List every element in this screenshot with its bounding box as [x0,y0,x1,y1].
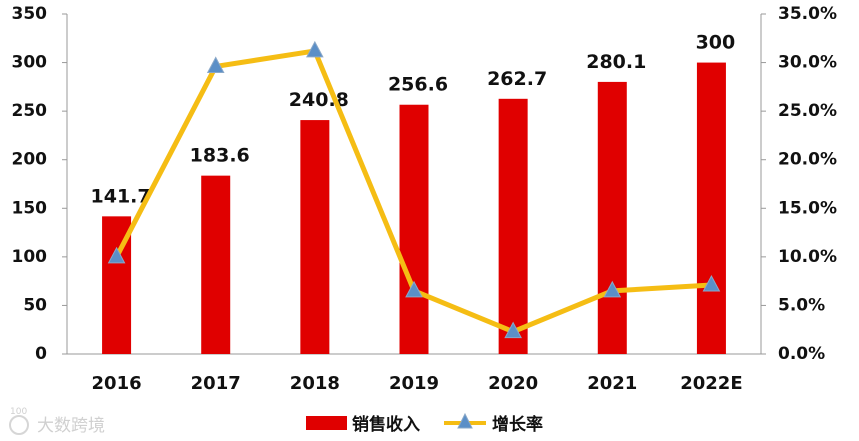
left-tick-label: 50 [23,295,47,315]
bar [696,62,726,354]
bar-data-label: 300 [696,32,736,54]
right-tick-label: 10.0% [778,247,837,267]
bar-series [102,62,726,354]
bar [399,104,429,354]
right-tick-label: 0.0% [778,344,825,364]
left-tick-label: 0 [35,344,47,364]
legend-label-line: 增长率 [492,414,543,435]
left-tick-label: 300 [12,53,48,73]
x-tick-labels: 2016 2017 2018 2019 2020 2021 2022E [92,373,743,394]
bar [300,120,330,354]
x-tick-label: 2020 [488,373,538,394]
x-tick-label: 2019 [389,373,439,394]
triangle-marker-icon [504,321,522,339]
x-tick-label: 2016 [92,373,142,394]
bar-data-label: 280.1 [586,51,646,73]
left-tick-label: 250 [12,101,48,121]
bar-data-label: 141.7 [91,185,151,207]
x-tick-label: 2021 [587,373,637,394]
triangle-marker-icon [206,56,225,73]
bar [498,98,528,354]
watermark-text: 大数跨境 [37,416,105,436]
triangle-marker-icon [306,40,324,58]
line-markers [107,40,721,339]
left-tick-label: 200 [12,150,48,170]
x-tick-label: 2017 [191,373,241,394]
left-tick-label: 150 [12,198,48,218]
triangle-marker-icon [702,274,721,292]
legend-marker-triangle-icon [457,412,473,429]
watermark: 100 大数跨境 [9,407,105,436]
bar-data-label: 262.7 [487,68,547,90]
triangle-marker-icon [107,246,126,264]
right-tick-labels: 0.0% 5.0% 10.0% 15.0% 20.0% 25.0% 30.0% 35.0% [761,4,837,364]
x-tick-label: 2018 [290,373,340,394]
bar-data-label: 256.6 [388,74,448,96]
left-tick-label: 350 [12,4,48,24]
legend: 销售收入 增长率 [306,412,543,435]
left-tick-labels: 0 50 100 150 200 250 300 350 [12,4,67,364]
right-tick-label: 5.0% [778,295,825,315]
legend-swatch-bar [306,416,347,430]
bar [201,175,231,354]
triangle-marker-icon [405,280,423,298]
right-tick-label: 25.0% [778,101,837,121]
right-tick-label: 15.0% [778,198,837,218]
bar-data-label: 183.6 [190,145,250,167]
watermark-logo-text: 100 [10,407,27,417]
right-tick-label: 35.0% [778,4,837,24]
legend-label-bar: 销售收入 [352,414,420,435]
x-tick-label: 2022E [680,373,742,394]
watermark-logo-icon [9,415,29,435]
bar [597,81,627,354]
right-tick-label: 20.0% [778,150,837,170]
right-tick-label: 30.0% [778,53,837,73]
triangle-marker-icon [603,280,622,298]
left-tick-label: 100 [12,247,48,267]
